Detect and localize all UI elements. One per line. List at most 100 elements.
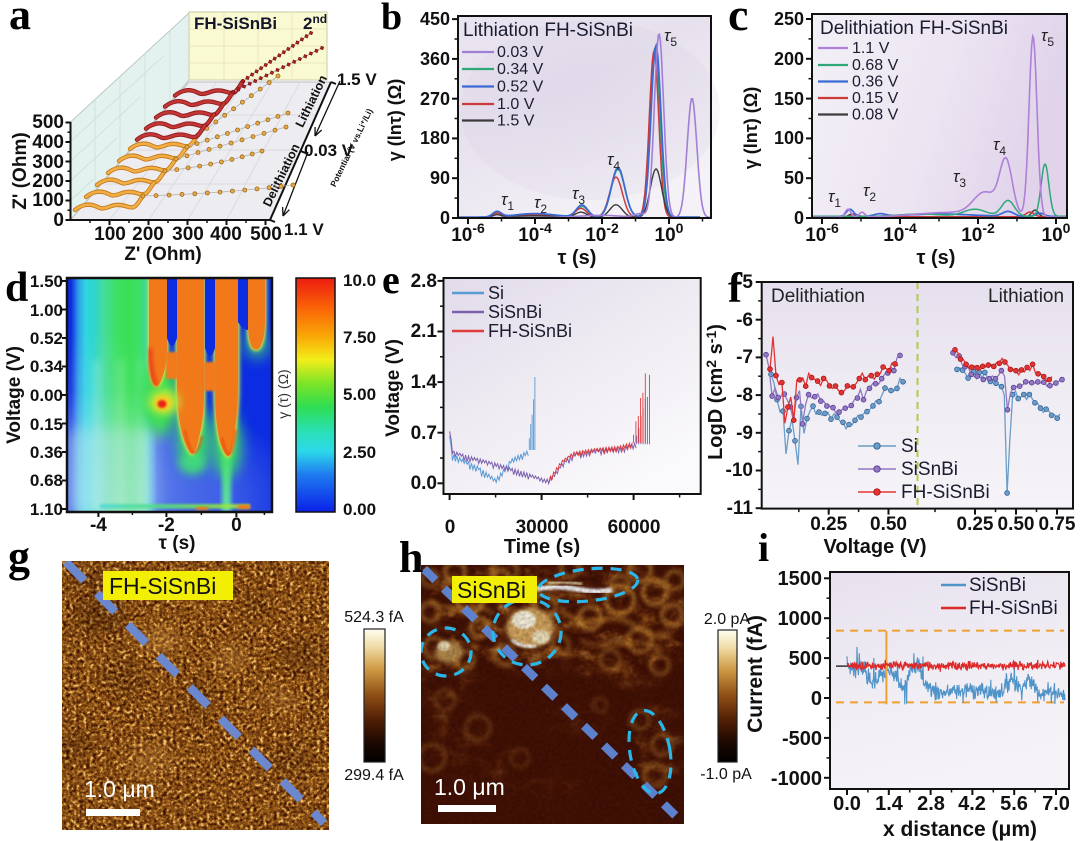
svg-text:-11: -11	[727, 498, 754, 519]
svg-text:180: 180	[420, 128, 450, 148]
svg-text:450: 450	[420, 9, 450, 29]
svg-text:4.2: 4.2	[958, 793, 986, 815]
svg-text:150: 150	[774, 89, 804, 109]
svg-text:0.0: 0.0	[833, 793, 861, 815]
svg-text:2nd: 2nd	[303, 12, 327, 33]
svg-text:100: 100	[32, 190, 64, 211]
svg-text:0: 0	[231, 515, 242, 536]
svg-text:0.68: 0.68	[30, 471, 63, 490]
svg-text:0.00: 0.00	[343, 500, 376, 519]
svg-text:1.5 V: 1.5 V	[337, 70, 377, 89]
svg-text:299.4 fA: 299.4 fA	[344, 767, 404, 784]
svg-text:524.3 fA: 524.3 fA	[344, 609, 404, 626]
svg-text:0.52: 0.52	[30, 329, 63, 348]
svg-text:-9: -9	[736, 423, 753, 444]
svg-text:0.7: 0.7	[411, 423, 437, 444]
svg-text:SiSnBi: SiSnBi	[969, 575, 1026, 596]
svg-text:Voltage (V): Voltage (V)	[824, 536, 927, 558]
svg-text:b: b	[381, 0, 402, 38]
svg-text:γ (lnτ) (Ω): γ (lnτ) (Ω)	[385, 79, 405, 161]
svg-text:Lithiation: Lithiation	[988, 286, 1064, 307]
svg-text:0.00: 0.00	[30, 386, 63, 405]
svg-text:0: 0	[445, 517, 456, 538]
svg-text:0.03 V: 0.03 V	[497, 44, 544, 61]
svg-text:0.52 V: 0.52 V	[497, 79, 544, 96]
svg-text:1.0 V: 1.0 V	[497, 96, 535, 113]
svg-text:f: f	[728, 266, 743, 312]
svg-text:-1000: -1000	[771, 768, 822, 790]
svg-text:-5: -5	[736, 272, 753, 293]
svg-text:200: 200	[132, 224, 164, 245]
svg-text:100: 100	[94, 224, 126, 245]
svg-text:0: 0	[811, 688, 822, 710]
svg-text:FH-SiSnBi: FH-SiSnBi	[969, 598, 1058, 619]
svg-text:500: 500	[250, 224, 282, 245]
svg-text:0.0: 0.0	[411, 473, 437, 494]
svg-text:Voltage (V): Voltage (V)	[4, 346, 25, 444]
svg-text:60000: 60000	[608, 517, 661, 538]
svg-text:0.68 V: 0.68 V	[852, 57, 899, 74]
svg-text:c: c	[728, 0, 748, 40]
svg-text:1.50: 1.50	[30, 272, 63, 291]
svg-text:FH-SiSnBi: FH-SiSnBi	[901, 482, 990, 503]
svg-text:0.25: 0.25	[957, 514, 994, 535]
svg-text:2.1: 2.1	[411, 321, 438, 342]
svg-text:SiSnBi: SiSnBi	[457, 577, 526, 603]
svg-text:7.0: 7.0	[1042, 793, 1070, 815]
svg-text:Delithiation: Delithiation	[771, 286, 865, 307]
svg-text:Z' (Ohm): Z' (Ohm)	[10, 132, 31, 209]
svg-text:Z' (Ohm): Z' (Ohm)	[124, 244, 201, 265]
svg-text:2.8: 2.8	[917, 793, 945, 815]
svg-text:1.0 μm: 1.0 μm	[434, 774, 505, 800]
svg-text:x distance (μm): x distance (μm)	[883, 818, 1037, 841]
svg-text:50: 50	[784, 168, 804, 188]
svg-text:2.8: 2.8	[411, 271, 437, 292]
svg-text:d: d	[5, 265, 28, 311]
svg-text:LogD (cm2 s-1): LogD (cm2 s-1)	[703, 324, 727, 460]
svg-text:500: 500	[789, 648, 822, 670]
svg-text:0.15 V: 0.15 V	[852, 90, 899, 107]
svg-text:-500: -500	[782, 728, 822, 750]
svg-text:0.50: 0.50	[870, 514, 907, 535]
svg-text:τ (s): τ (s)	[558, 247, 597, 269]
svg-text:Time (s): Time (s)	[504, 536, 580, 558]
svg-text:1.10: 1.10	[30, 500, 63, 519]
svg-text:γ (lnτ) (Ω): γ (lnτ) (Ω)	[741, 87, 761, 169]
svg-text:0.36: 0.36	[30, 443, 63, 462]
svg-text:FH-SiSnBi: FH-SiSnBi	[488, 321, 572, 341]
svg-text:FH-SiSnBi: FH-SiSnBi	[109, 573, 216, 599]
svg-text:5.00: 5.00	[343, 385, 376, 404]
svg-text:0.36 V: 0.36 V	[852, 74, 899, 91]
svg-text:1000: 1000	[778, 608, 823, 630]
svg-text:0.03 V: 0.03 V	[304, 141, 354, 160]
svg-text:i: i	[758, 525, 769, 570]
svg-text:τ (s): τ (s)	[159, 533, 196, 554]
svg-text:e: e	[382, 257, 400, 302]
svg-text:g: g	[8, 532, 30, 581]
svg-text:-6: -6	[736, 310, 753, 331]
svg-text:10.0: 10.0	[343, 271, 376, 290]
svg-text:1.4: 1.4	[411, 372, 438, 393]
svg-text:0.15: 0.15	[30, 415, 63, 434]
svg-text:-7: -7	[736, 347, 753, 368]
svg-text:SiSnBi: SiSnBi	[488, 302, 542, 322]
svg-text:2.0 pA: 2.0 pA	[704, 611, 751, 628]
svg-text:1.00: 1.00	[30, 301, 63, 320]
svg-text:270: 270	[420, 89, 450, 109]
svg-text:0.08 V: 0.08 V	[852, 107, 899, 124]
svg-text:0.50: 0.50	[998, 514, 1035, 535]
svg-text:0.34 V: 0.34 V	[497, 61, 544, 78]
svg-text:1.0 μm: 1.0 μm	[84, 776, 155, 802]
svg-text:400: 400	[32, 132, 64, 153]
svg-text:1.1 V: 1.1 V	[284, 220, 324, 239]
svg-text:250: 250	[774, 9, 804, 29]
svg-text:a: a	[9, 0, 31, 39]
svg-text:0.75: 0.75	[1039, 514, 1076, 535]
svg-text:200: 200	[32, 171, 64, 192]
svg-text:400: 400	[210, 224, 242, 245]
svg-text:-4: -4	[90, 515, 107, 536]
svg-text:5.6: 5.6	[1000, 793, 1028, 815]
svg-text:-10: -10	[726, 460, 753, 481]
svg-text:500: 500	[32, 112, 64, 133]
svg-text:100: 100	[774, 128, 804, 148]
